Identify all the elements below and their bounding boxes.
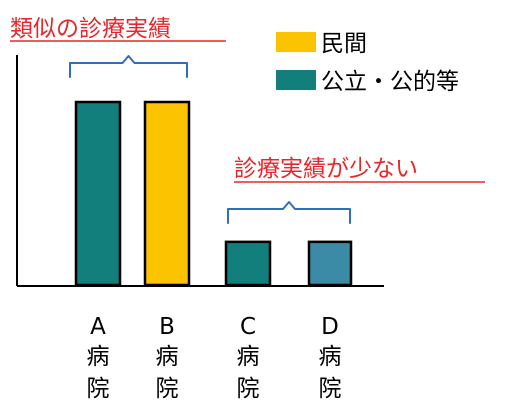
- bar-2: [224, 240, 272, 287]
- x-tick-label-2-0: C: [240, 314, 256, 340]
- legend-label-1: 公立・公的等: [321, 69, 459, 95]
- bar-1: [143, 100, 191, 287]
- legend-swatch-1: [276, 70, 316, 90]
- legend-label-0: 民間: [321, 31, 367, 57]
- x-tick-label-0-0: A: [90, 314, 106, 340]
- legend-swatch-0: [276, 32, 316, 52]
- x-tick-label-3-0: D: [321, 314, 339, 340]
- bar-3: [307, 240, 353, 287]
- x-tick-label-1-0: B: [159, 314, 175, 340]
- bars-group: [74, 100, 353, 287]
- x-tick-label-1-1: 病: [156, 344, 179, 370]
- annotation-text-0: 類似の診療実績: [10, 16, 171, 42]
- x-tick-label-3-2: 院: [319, 376, 342, 402]
- bar-0: [74, 100, 122, 287]
- annotation-bracket-0: [69, 55, 188, 78]
- x-tick-label-0-2: 院: [87, 376, 110, 402]
- x-tick-label-2-1: 病: [237, 344, 260, 370]
- x-tick-label-1-2: 院: [156, 376, 179, 402]
- x-tick-label-0-1: 病: [87, 344, 110, 370]
- annotation-bracket-1: [227, 201, 351, 224]
- x-tick-label-3-1: 病: [319, 344, 342, 370]
- annotation-text-1: 診療実績が少ない: [234, 156, 418, 182]
- x-tick-label-2-2: 院: [237, 376, 260, 402]
